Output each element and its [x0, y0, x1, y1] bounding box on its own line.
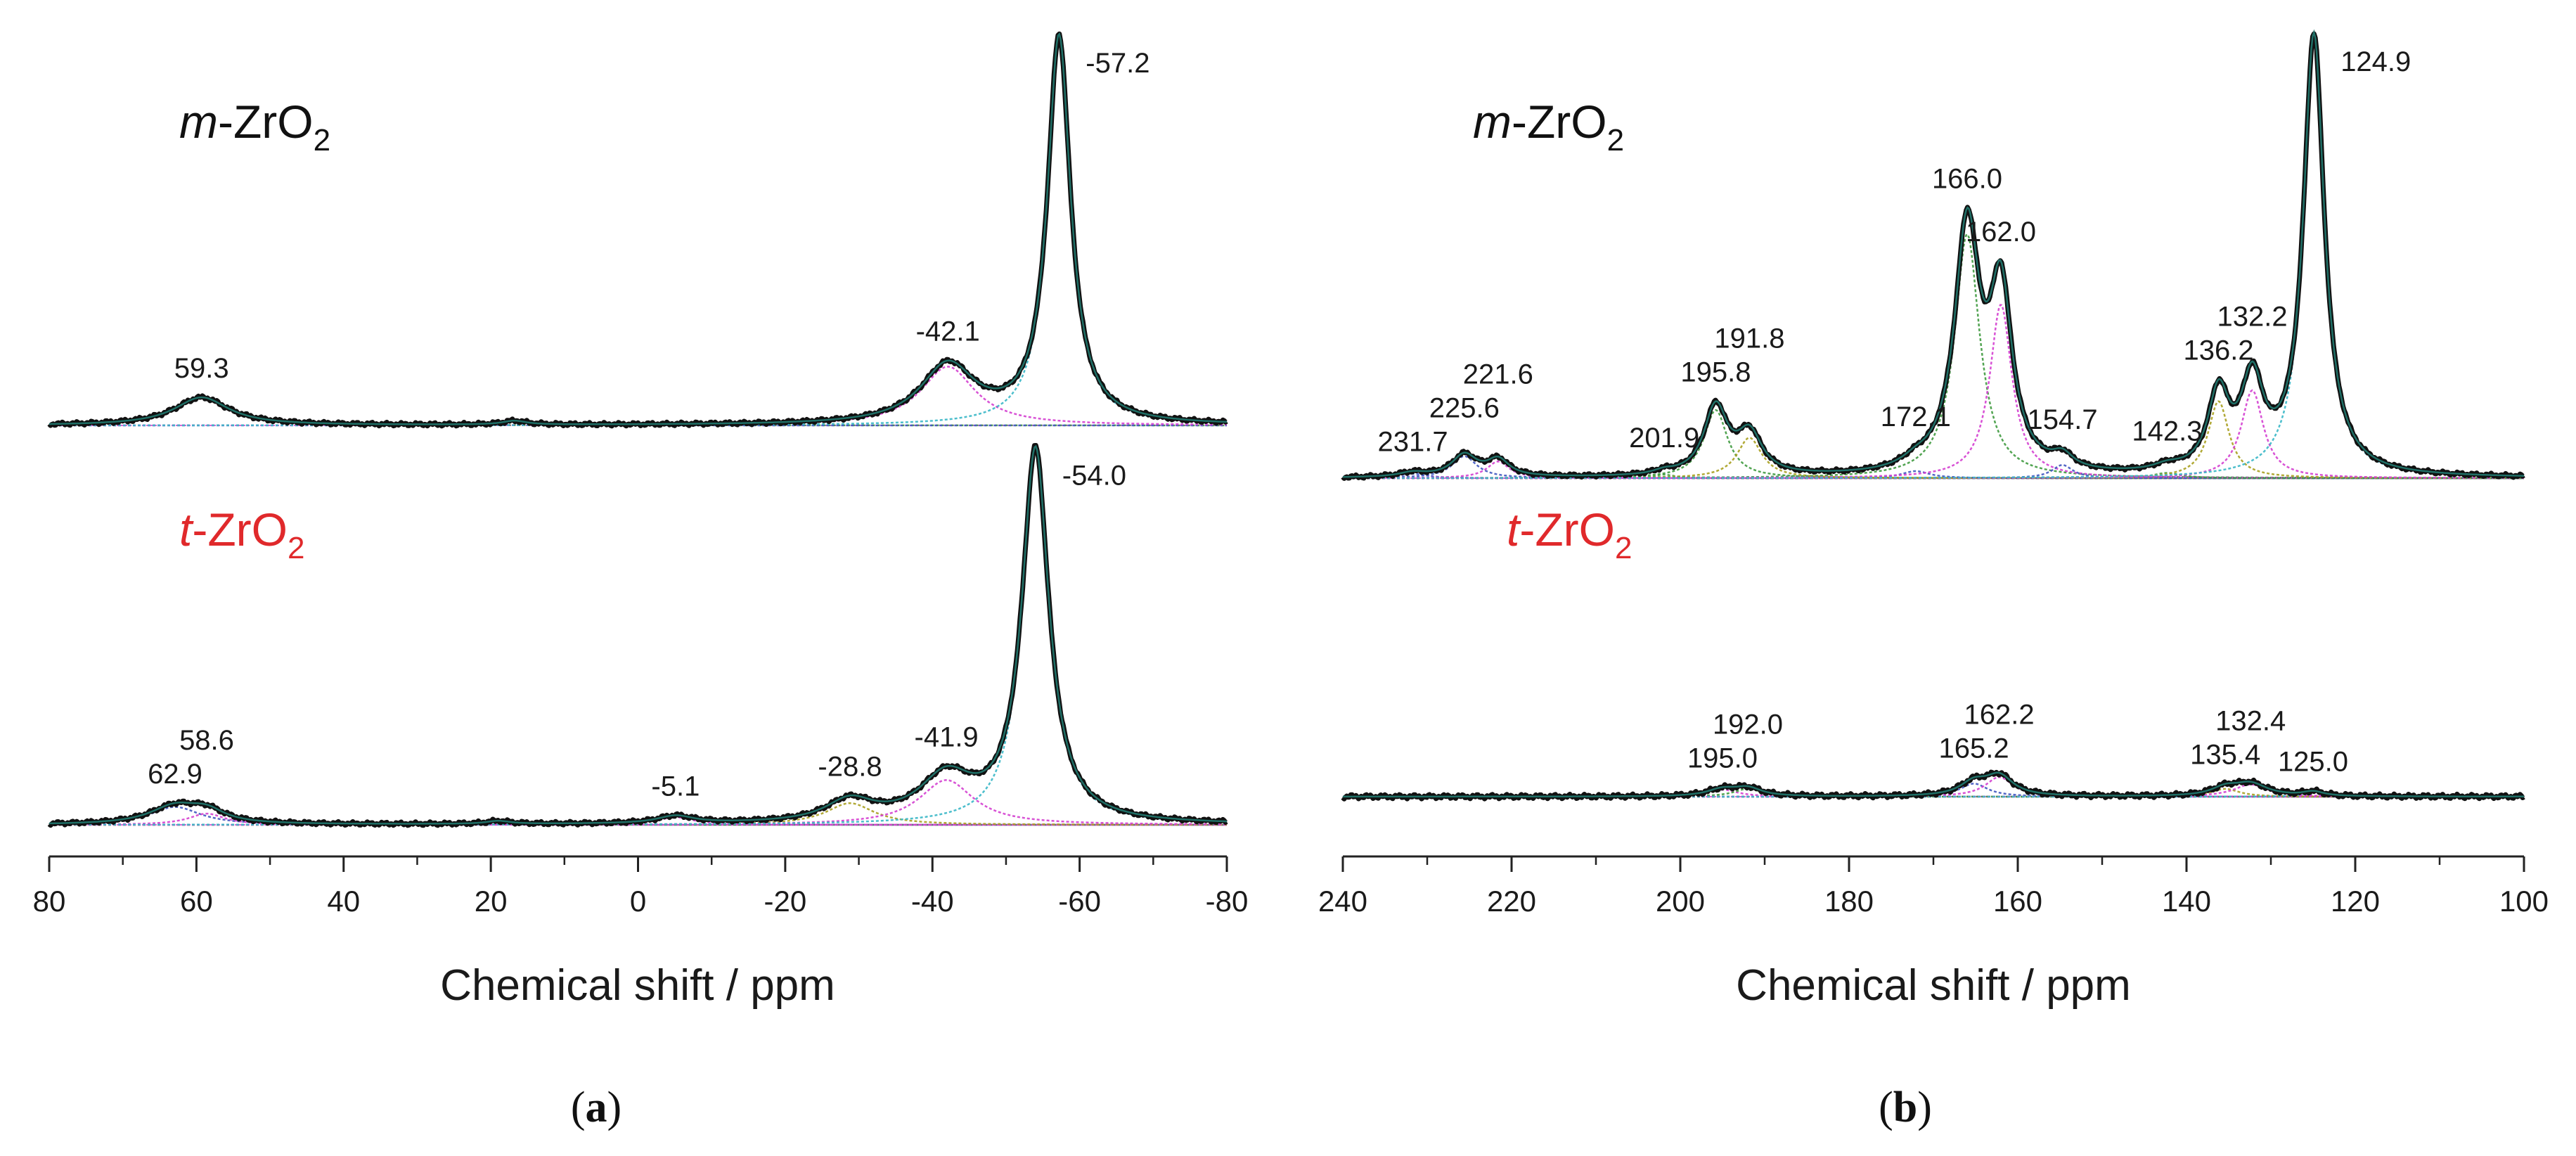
panel-b-t-sample-prefix: t: [1507, 503, 1521, 555]
panel-a-label-open: (: [571, 1084, 586, 1131]
panel-b-tick-label: 100: [2499, 885, 2549, 918]
panel-a-m-sample-sub: 2: [314, 123, 330, 158]
panel-b-tick-label: 200: [1656, 885, 1705, 918]
panel-b-m-peak-label: 132.2: [2217, 301, 2288, 332]
panel-b-m-peak-label: 191.8: [1714, 323, 1784, 354]
panel-b-t-sample-main: -ZrO: [1519, 503, 1615, 555]
panel-a-t-sample-sub: 2: [288, 531, 304, 565]
panel-a-tick-label: 40: [327, 885, 360, 918]
panel-a-t-peak-label: -54.0: [1062, 460, 1126, 491]
panel-a-label-close: ): [607, 1084, 622, 1131]
panel-b-tick-label: 180: [1824, 885, 1874, 918]
panel-a-m-sample-main: -ZrO: [218, 96, 314, 148]
panel-b-m-peak-label: 225.6: [1429, 393, 1500, 424]
panel-b-m-sample-label: m-ZrO2: [1473, 96, 1624, 158]
panel-a-tick-label: 80: [33, 885, 66, 918]
panel-a-m-total-fit: [49, 32, 1228, 425]
panel-a-m-sample-label: m-ZrO2: [179, 96, 330, 158]
panel-a-t-peak-label: 58.6: [179, 725, 234, 756]
panel-b-t-peak-label: 165.2: [1939, 733, 2009, 764]
panel-b-label-open: (: [1879, 1084, 1893, 1131]
panel-b-m-sample-prefix: m: [1473, 96, 1512, 148]
panel-a-m-peak-label: 59.3: [174, 353, 229, 384]
panel-b-tick-label: 220: [1487, 885, 1536, 918]
panel-a-t-peak-label: -28.8: [818, 751, 882, 782]
panel-b-t-peak-label: 195.0: [1687, 743, 1758, 773]
panel-a-t-sample-prefix: t: [179, 503, 194, 555]
panel-a-peak-labels: 59.3 -42.1 -57.2 62.958.6 -5.1 -28.8 -41.9 -54.…: [148, 48, 1149, 802]
panel-b-label-close: ): [1917, 1084, 1932, 1131]
panel-a-t-fit-component: [49, 812, 1227, 826]
panel-a-tick-group: 80 60 40 20 0 -20 -40 -60 -80: [33, 856, 1249, 918]
panel-b-t-sample-label: t-ZrO2: [1507, 503, 1632, 565]
panel-b-m-peak-label: 195.8: [1680, 357, 1751, 388]
panel-b-tick-label: 240: [1318, 885, 1367, 918]
panel-b-m-peak-label: 162.0: [1966, 217, 2036, 248]
panel-a-m-sample-prefix: m: [179, 96, 218, 148]
panel-a-tick-label: -80: [1206, 885, 1249, 918]
panel-a-panel-label: (a): [571, 1084, 622, 1131]
panel-b-t-total-fit: [1343, 771, 2524, 798]
panel-a-t-peak-label: -41.9: [915, 722, 979, 753]
panel-b-m-peak-label: 172.1: [1881, 402, 1951, 432]
panel-b-t-peak-label: 192.0: [1713, 709, 1783, 740]
panel-b-m-peak-label: 166.0: [1932, 164, 2002, 195]
panel-a-t-peak-label: 62.9: [148, 759, 202, 790]
panel-b-panel-label: (b): [1879, 1084, 1932, 1131]
panel-b-m-peak-label: 124.9: [2340, 46, 2411, 77]
panel-a-t-sample-label: t-ZrO2: [179, 503, 304, 565]
panel-b-tick-label: 160: [1993, 885, 2042, 918]
panel-b: 240 220 200 180 160 140 120 100 231.7225.6221.6…: [1318, 29, 2549, 1131]
panel-a-tick-label: 20: [475, 885, 508, 918]
panel-a-tick-label: 0: [630, 885, 646, 918]
panel-b-m-sample-sub: 2: [1607, 123, 1624, 158]
panel-b-t-peak-label: 162.2: [1964, 700, 2035, 731]
panel-b-x-axis-title: Chemical shift / ppm: [1736, 961, 2131, 1010]
panel-a-tick-label: -40: [911, 885, 954, 918]
panel-a-m-fit-component: [49, 420, 1227, 427]
panel-b-tick-label: 120: [2331, 885, 2380, 918]
panel-b-t-peak-label: 132.4: [2215, 706, 2286, 737]
panel-b-t-peak-label: 135.4: [2190, 740, 2260, 771]
panel-b-m-peak-label: 231.7: [1378, 427, 1448, 458]
panel-a-curves: [47, 31, 1228, 828]
panel-b-m-sample-main: -ZrO: [1512, 96, 1607, 148]
panel-a-t-total-fit: [49, 444, 1227, 825]
panel-b-m-peak-label: 221.6: [1463, 359, 1533, 390]
panel-a-tick-label: -20: [764, 885, 807, 918]
panel-a-t-fit-component: [49, 821, 1227, 826]
panel-b-t-peak-label: 125.0: [2278, 747, 2348, 778]
panel-b-tick-label: 140: [2162, 885, 2211, 918]
panel-b-m-peak-label: 136.2: [2184, 335, 2254, 366]
panel-b-m-peak-label: 154.7: [2028, 404, 2098, 435]
panel-a-t-peak-label: -5.1: [651, 771, 700, 802]
panel-a-m-peak-label: -57.2: [1086, 48, 1149, 79]
panel-a-tick-label: 60: [180, 885, 213, 918]
panel-a-x-axis-title: Chemical shift / ppm: [440, 961, 835, 1010]
panel-b-m-peak-label: 201.9: [1629, 423, 1699, 454]
panel-a-t-sample-main: -ZrO: [192, 503, 288, 555]
panel-b-tick-group: 240 220 200 180 160 140 120 100: [1318, 856, 2549, 918]
panel-b-m-peak-label: 142.3: [2132, 416, 2202, 447]
panel-a-tick-label: -60: [1058, 885, 1101, 918]
panel-b-label-letter: b: [1893, 1084, 1917, 1131]
panel-a-m-peak-label: -42.1: [916, 316, 980, 347]
panel-a-m-fit-component: [49, 366, 1227, 427]
panel-b-curves: [1341, 29, 2525, 802]
panel-b-t-sample-sub: 2: [1615, 531, 1632, 565]
panel-b-m-total-fit: [1343, 29, 2524, 478]
panel-a: 80 60 40 20 0 -20 -40 -60 -80 59.3 -42.1 -57.2 62.9…: [33, 31, 1249, 1131]
panel-a-label-letter: a: [586, 1084, 607, 1131]
